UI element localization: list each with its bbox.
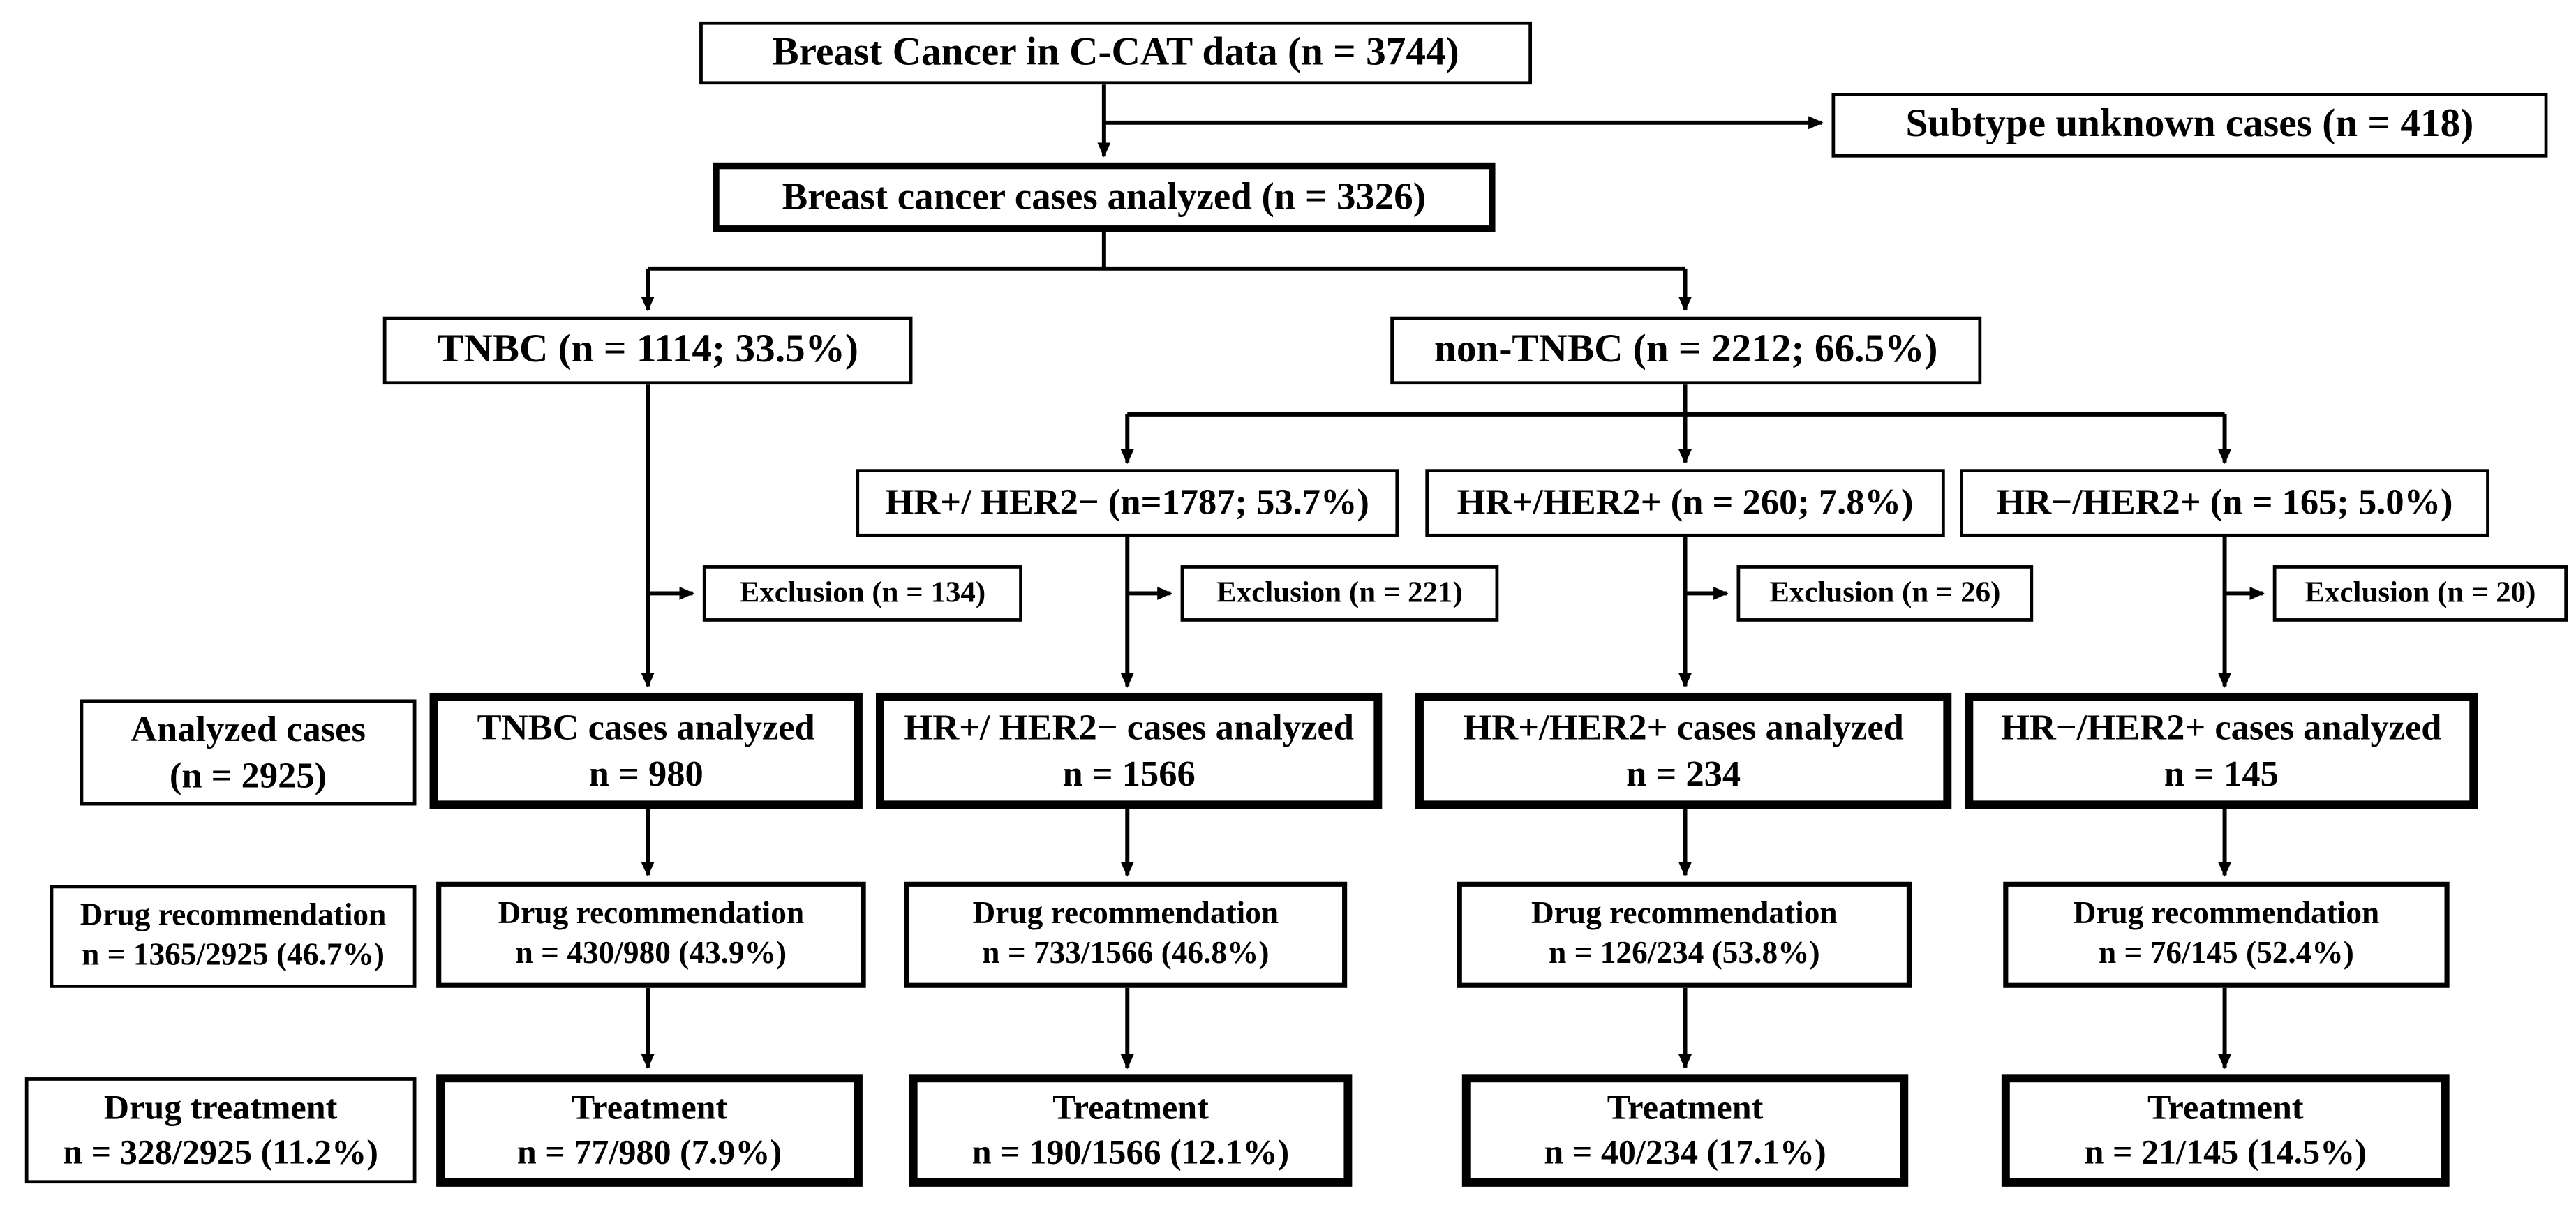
node-label-line2: n = 40/234 (17.1%): [1544, 1132, 1826, 1172]
node-treatment-hr-pos-her2-pos: Treatment n = 40/234 (17.1%): [1461, 1074, 1909, 1187]
node-label: Exclusion (n = 20): [2305, 576, 2536, 609]
node-summary-drug-recommendation: Drug recommendation n = 1365/2925 (46.7%…: [50, 885, 417, 988]
node-exclusion-tnbc: Exclusion (n = 134): [702, 565, 1022, 622]
node-label-line1: Drug recommendation: [972, 896, 1279, 931]
node-label: Subtype unknown cases (n = 418): [1905, 103, 2474, 147]
node-label: Exclusion (n = 26): [1769, 576, 2001, 609]
node-label-line2: n = 1365/2925 (46.7%): [82, 938, 385, 973]
node-label-line2: n = 21/145 (14.5%): [2084, 1132, 2367, 1172]
node-label-line2: n = 145: [2164, 752, 2279, 794]
node-label-line1: Treatment: [1607, 1087, 1764, 1128]
node-label-line1: TNBC cases analyzed: [477, 705, 815, 747]
node-label-line1: HR+/ HER2− cases analyzed: [904, 705, 1354, 747]
node-label: HR+/HER2+ (n = 260; 7.8%): [1457, 481, 1914, 523]
node-label-line1: HR+/HER2+ cases analyzed: [1463, 705, 1904, 747]
node-hr-pos-her2-pos: HR+/HER2+ (n = 260; 7.8%): [1425, 469, 1945, 537]
node-label-line1: Treatment: [2147, 1087, 2304, 1128]
node-treatment-hr-neg-her2-pos: Treatment n = 21/145 (14.5%): [2001, 1074, 2450, 1187]
node-label: Breast cancer cases analyzed (n = 3326): [782, 176, 1427, 218]
node-label-line2: n = 234: [1626, 752, 1741, 794]
node-label-line1: Drug recommendation: [1531, 896, 1838, 931]
node-label: Breast Cancer in C-CAT data (n = 3744): [772, 31, 1459, 75]
node-tnbc: TNBC (n = 1114; 33.5%): [382, 316, 913, 385]
node-hr-pos-her2-neg: HR+/ HER2− (n=1787; 53.7%): [856, 469, 1399, 537]
node-label-line2: n = 328/2925 (11.2%): [63, 1132, 378, 1172]
node-total-cases-analyzed: Breast cancer cases analyzed (n = 3326): [713, 162, 1496, 232]
node-label-line2: n = 980: [588, 752, 703, 794]
node-label: HR−/HER2+ (n = 165; 5.0%): [1996, 481, 2453, 523]
node-hr-neg-her2-pos-cases-analyzed: HR−/HER2+ cases analyzed n = 145: [1965, 692, 2478, 809]
node-label-line2: n = 126/234 (53.8%): [1549, 936, 1820, 972]
node-label-line1: Treatment: [571, 1087, 728, 1128]
node-hr-neg-her2-pos: HR−/HER2+ (n = 165; 5.0%): [1960, 469, 2489, 537]
node-summary-drug-treatment: Drug treatment n = 328/2925 (11.2%): [24, 1077, 417, 1184]
node-hr-pos-her2-neg-cases-analyzed: HR+/ HER2− cases analyzed n = 1566: [875, 692, 1383, 809]
node-label-line2: n = 190/1566 (12.1%): [971, 1132, 1290, 1172]
node-drug-rec-hr-pos-her2-pos: Drug recommendation n = 126/234 (53.8%): [1457, 881, 1912, 988]
node-exclusion-hr-pos-her2-neg: Exclusion (n = 221): [1180, 565, 1499, 622]
node-tnbc-cases-analyzed: TNBC cases analyzed n = 980: [429, 692, 863, 809]
node-label: Exclusion (n = 134): [739, 576, 986, 609]
node-label-line1: Drug recommendation: [2073, 896, 2380, 931]
node-label: non-TNBC (n = 2212; 66.5%): [1434, 328, 1938, 372]
node-subtype-unknown: Subtype unknown cases (n = 418): [1831, 93, 2548, 158]
node-label: HR+/ HER2− (n=1787; 53.7%): [885, 481, 1369, 523]
node-treatment-tnbc: Treatment n = 77/980 (7.9%): [436, 1074, 863, 1187]
node-hr-pos-her2-pos-cases-analyzed: HR+/HER2+ cases analyzed n = 234: [1415, 692, 1952, 809]
node-label-line2: (n = 2925): [169, 754, 327, 796]
node-treatment-hr-pos-her2-neg: Treatment n = 190/1566 (12.1%): [909, 1074, 1353, 1187]
node-label-line2: n = 733/1566 (46.8%): [982, 936, 1270, 972]
node-label-line1: Drug recommendation: [498, 896, 805, 931]
node-drug-rec-tnbc: Drug recommendation n = 430/980 (43.9%): [436, 881, 866, 988]
node-summary-analyzed-cases: Analyzed cases (n = 2925): [80, 699, 417, 806]
node-label: Exclusion (n = 221): [1216, 576, 1463, 609]
node-label-line1: Analyzed cases: [131, 707, 366, 749]
node-non-tnbc: non-TNBC (n = 2212; 66.5%): [1390, 316, 1982, 385]
node-drug-rec-hr-neg-her2-pos: Drug recommendation n = 76/145 (52.4%): [2003, 881, 2450, 988]
node-label-line2: n = 77/980 (7.9%): [516, 1132, 782, 1172]
node-label-line2: n = 76/145 (52.4%): [2099, 936, 2354, 972]
node-label-line1: Drug recommendation: [80, 897, 387, 933]
node-drug-rec-hr-pos-her2-neg: Drug recommendation n = 733/1566 (46.8%): [904, 881, 1348, 988]
node-label: TNBC (n = 1114; 33.5%): [437, 328, 858, 372]
node-label-line1: Treatment: [1052, 1087, 1209, 1128]
node-label-line2: n = 1566: [1062, 752, 1196, 794]
node-exclusion-hr-neg-her2-pos: Exclusion (n = 20): [2272, 565, 2568, 622]
node-label-line2: n = 430/980 (43.9%): [515, 936, 787, 972]
node-breast-cancer-root: Breast Cancer in C-CAT data (n = 3744): [699, 21, 1533, 85]
node-label-line1: Drug treatment: [103, 1087, 338, 1128]
node-exclusion-hr-pos-her2-pos: Exclusion (n = 26): [1736, 565, 2034, 622]
node-label-line1: HR−/HER2+ cases analyzed: [2001, 705, 2442, 747]
